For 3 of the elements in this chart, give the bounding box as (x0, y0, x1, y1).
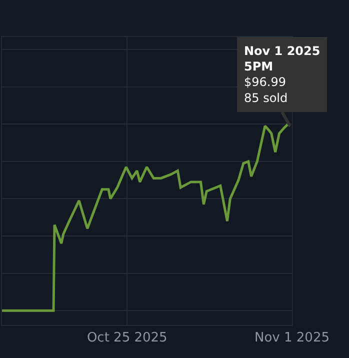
x-tick-label: Nov 1 2025 (254, 330, 330, 346)
x-tick-label: Oct 25 2025 (86, 330, 168, 346)
annotation: Nov 1 2025 5PM $96.99 85 sold (244, 44, 320, 105)
